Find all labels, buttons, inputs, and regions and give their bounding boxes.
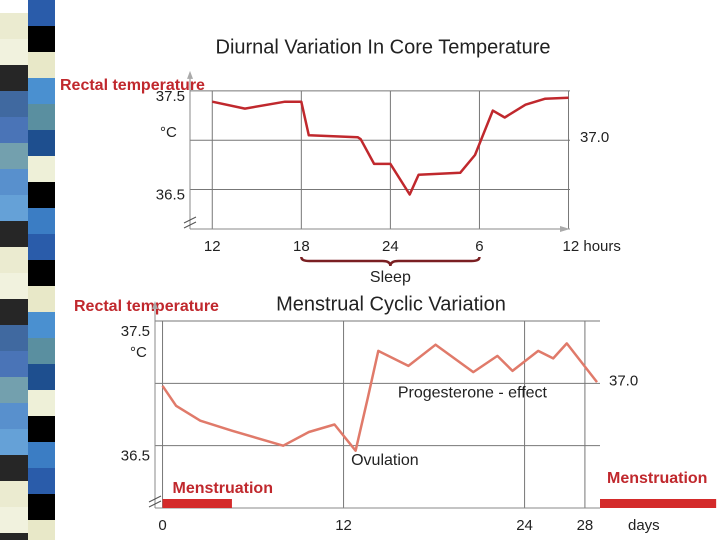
x-tick-label: 18 [293,238,310,255]
axis-break [148,495,162,508]
decor-square [0,91,28,117]
decor-square [0,65,28,91]
axis-arrow [560,226,570,232]
x-tick-label: 12 hours [563,238,621,255]
decor-square [28,364,55,390]
menstruation-bar [162,499,232,508]
decor-square [28,286,55,312]
decor-square [0,273,28,299]
decor-square [0,455,28,481]
decor-square [28,104,55,130]
axis-arrow [187,70,193,79]
decor-square [0,195,28,221]
decor-square [0,403,28,429]
decor-square [28,52,55,78]
decor-square [28,182,55,208]
chart-title: Diurnal Variation In Core Temperature [216,36,551,58]
decor-square [0,169,28,195]
axis-arrow [152,301,158,309]
y-axis-label: Rectal temperature [60,77,205,94]
decor-square [0,533,28,540]
x-tick-label: 28 [577,517,594,534]
decor-square [28,234,55,260]
data-line [212,96,569,196]
x-tick-label: 12 [204,238,221,255]
decor-square [28,156,55,182]
annotation: Progesterone - effect [398,385,548,402]
brace [300,256,481,267]
decor-square [0,143,28,169]
chart-title: Menstrual Cyclic Variation [276,293,506,315]
y-tick-label: 36.5 [121,448,150,465]
decor-square [28,416,55,442]
decor-square [28,0,55,26]
band-label: Menstruation [607,470,707,487]
y-tick-label: 37.5 [121,323,150,340]
x-tick-label: 12 [335,517,352,534]
data-line [161,342,598,452]
annotation: Ovulation [351,452,419,469]
y-axis-unit: °C [130,344,147,361]
decor-square [28,390,55,416]
decor-square [0,13,28,39]
reference-label: 37.0 [580,129,609,146]
decor-square [0,429,28,455]
decor-square [0,377,28,403]
decor-square [0,117,28,143]
reference-label: 37.0 [609,372,638,389]
decor-band [55,0,80,30]
decor-square [28,312,55,338]
y-tick-label: 37.5 [156,88,185,105]
y-tick-label: 36.5 [156,187,185,204]
x-axis-label: days [628,517,660,534]
decor-square [28,494,55,520]
y-axis-label: Rectal temperature [74,298,219,315]
band-label: Menstruation [173,480,273,497]
decor-strip [0,0,55,540]
decor-square [0,507,28,533]
decor-square [28,520,55,540]
x-tick-label: 6 [475,238,483,255]
decor-square [28,468,55,494]
decor-square [0,351,28,377]
decor-square [0,325,28,351]
decor-square [28,338,55,364]
menstruation-bar [600,499,717,508]
decor-square [28,442,55,468]
x-tick-label: 24 [516,517,533,534]
decor-square [28,130,55,156]
decor-square [0,39,28,65]
decor-square [0,299,28,325]
annotation: Sleep [370,269,411,286]
decor-square [0,221,28,247]
decor-square [28,78,55,104]
y-axis-unit: °C [160,124,177,141]
axis-break [183,216,197,229]
decor-square [28,208,55,234]
decor-square [0,481,28,507]
decor-square [0,247,28,273]
x-tick-label: 24 [382,238,399,255]
x-tick-label: 0 [158,517,166,534]
decor-square [28,260,55,286]
decor-square [28,26,55,52]
